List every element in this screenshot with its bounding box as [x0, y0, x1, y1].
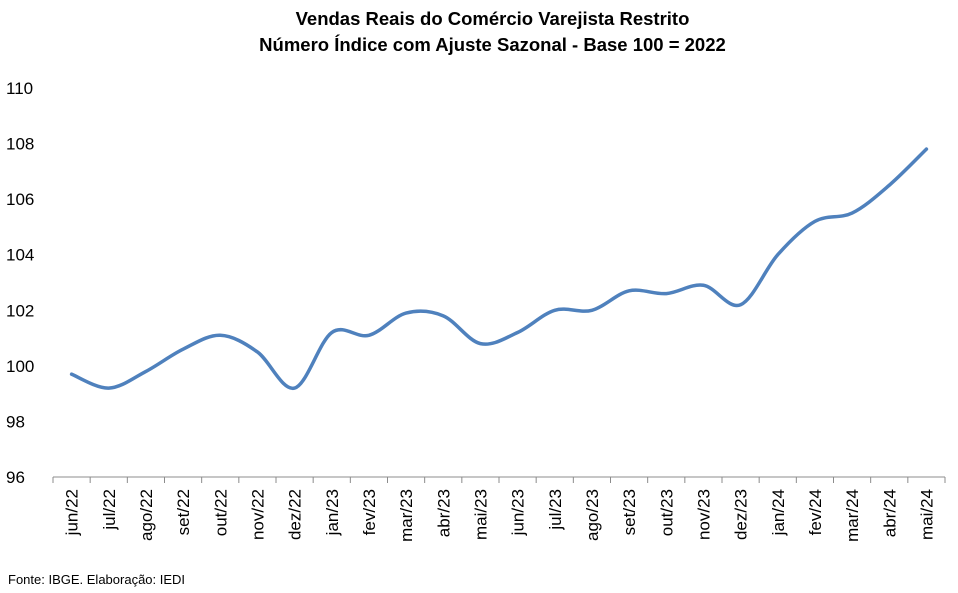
y-tick-label: 96 [6, 468, 25, 487]
data-point [330, 331, 334, 335]
data-point [701, 283, 705, 287]
chart-title-block: Vendas Reais do Comércio Varejista Restr… [0, 6, 958, 58]
x-tick-label: mar/23 [397, 489, 416, 542]
chart-title: Vendas Reais do Comércio Varejista Restr… [295, 8, 690, 29]
data-point [255, 350, 259, 354]
data-point [70, 372, 74, 376]
x-tick-label: dez/22 [286, 489, 305, 540]
data-point [627, 289, 631, 293]
data-point [441, 314, 445, 318]
y-tick-label: 98 [6, 412, 25, 431]
y-tick-label: 108 [6, 135, 34, 154]
x-tick-label: fev/24 [806, 489, 825, 535]
x-tick-label: mai/23 [471, 489, 490, 540]
x-tick-label: mar/24 [843, 489, 862, 542]
data-point [144, 369, 148, 373]
data-point [218, 333, 222, 337]
y-tick-label: 106 [6, 190, 34, 209]
data-point [478, 342, 482, 346]
x-tick-label: set/23 [620, 489, 639, 535]
x-tick-label: fev/23 [360, 489, 379, 535]
x-axis: jun/22 jul/22 ago/22 set/22 out/22 nov/22 dez/… [52, 476, 946, 542]
data-point [739, 303, 743, 307]
chart-subtitle: Número Índice com Ajuste Sazonal - Base … [259, 34, 726, 55]
data-point [776, 253, 780, 257]
y-tick-label: 102 [6, 301, 34, 320]
x-tick-label: ago/23 [583, 489, 602, 541]
x-tick-label: nov/22 [248, 489, 267, 540]
y-tick-label: 104 [6, 246, 34, 265]
x-tick-label: out/23 [657, 489, 676, 536]
x-tick-label: jun/22 [63, 489, 82, 536]
y-axis: 96 98 100 102 104 106 108 110 [6, 79, 34, 487]
data-point [181, 347, 185, 351]
x-tick-label: set/22 [174, 489, 193, 535]
x-tick-label: jul/22 [100, 489, 119, 531]
x-tick-label: dez/23 [732, 489, 751, 540]
x-tick-label: jul/23 [546, 489, 565, 531]
series-layer [69, 147, 929, 390]
data-point [590, 308, 594, 312]
series-line [69, 147, 929, 390]
data-point [664, 292, 668, 296]
x-tick-label: mai/24 [917, 489, 936, 540]
data-point [367, 333, 371, 337]
data-point [553, 308, 557, 312]
data-point [924, 147, 928, 151]
x-tick-label: jun/23 [509, 489, 528, 536]
x-tick-label: jan/24 [769, 489, 788, 536]
data-point [516, 331, 520, 335]
data-point [887, 183, 891, 187]
x-tick-label: nov/23 [694, 489, 713, 540]
x-tick-label: abr/24 [880, 489, 899, 537]
data-point [850, 211, 854, 215]
data-point [813, 219, 817, 223]
x-tick-label: out/22 [211, 489, 230, 536]
data-point [293, 386, 297, 390]
source-note: Fonte: IBGE. Elaboração: IEDI [8, 572, 186, 587]
x-tick-label: abr/23 [434, 489, 453, 537]
y-tick-label: 100 [6, 357, 34, 376]
x-tick-label: ago/22 [137, 489, 156, 541]
y-tick-label: 110 [6, 79, 33, 98]
x-tick-label: jan/23 [323, 489, 342, 536]
data-point [404, 311, 408, 315]
data-point [107, 386, 111, 390]
